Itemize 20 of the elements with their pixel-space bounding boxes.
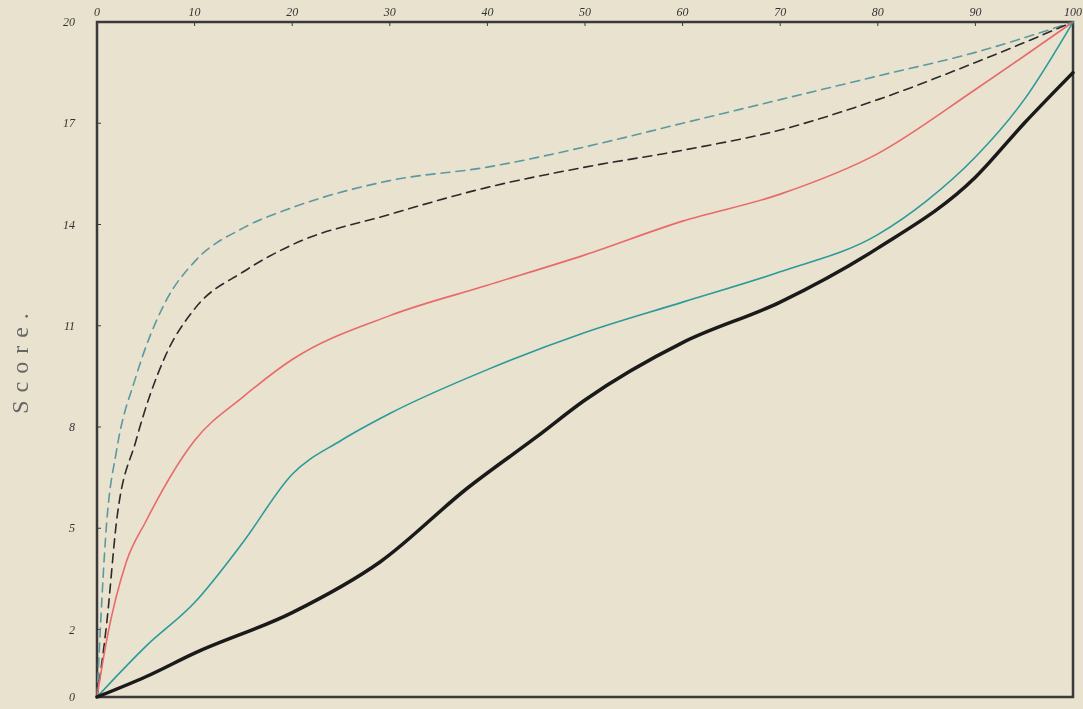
x-tick-label: 40: [481, 5, 494, 19]
y-tick-label: 20: [63, 15, 75, 30]
x-tick-label: 100: [1064, 5, 1082, 19]
y-tick-label: 14: [63, 217, 75, 232]
x-tick-label: 70: [774, 5, 787, 19]
y-tick-label: 17: [63, 116, 76, 131]
y-axis-title: Score.: [7, 305, 33, 414]
x-tick-label: 10: [188, 5, 201, 19]
y-tick-label: 5: [69, 521, 75, 536]
y-tick-label: 0: [69, 690, 75, 705]
y-tick-label: 8: [69, 420, 75, 435]
x-tick-label: 50: [579, 5, 591, 19]
x-tick-label: 30: [382, 5, 396, 19]
x-tick-label: 80: [871, 5, 884, 19]
x-tick-label: 0: [94, 5, 100, 19]
x-tick-label: 60: [676, 5, 689, 19]
y-tick-label: 2: [69, 622, 75, 637]
y-tick-label: 11: [63, 318, 75, 333]
x-tick-label: 90: [969, 5, 982, 19]
x-tick-label: 20: [286, 5, 299, 19]
